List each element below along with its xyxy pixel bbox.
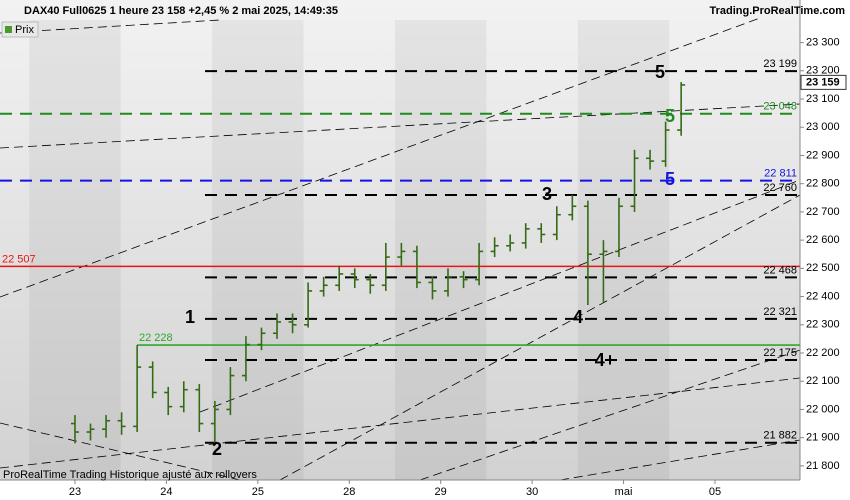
x-axis-area <box>0 480 800 500</box>
y-tick-label: 22 000 <box>806 403 840 415</box>
trend-line <box>559 439 801 481</box>
level-label: 23 048 <box>763 101 797 113</box>
y-tick-label: 22 300 <box>806 319 840 331</box>
y-tick-label: 22 500 <box>806 262 840 274</box>
y-tick-label: 23 300 <box>806 36 840 48</box>
trend-line <box>199 179 801 413</box>
day-band <box>394 20 487 480</box>
day-band <box>29 20 121 480</box>
level-label: 22 760 <box>763 182 797 194</box>
y-tick-label: 21 900 <box>806 432 840 444</box>
wave-label: 3 <box>542 184 552 204</box>
wave-label: 4 <box>573 307 583 327</box>
x-tick-label: 05 <box>709 486 721 498</box>
level-label: 22 175 <box>763 347 797 359</box>
x-tick-label: mai <box>615 486 633 498</box>
trend-line <box>0 17 761 298</box>
trend-line <box>419 349 801 481</box>
wave-label: 5 <box>665 169 675 189</box>
x-tick-label: 23 <box>69 486 81 498</box>
y-tick-label: 23 100 <box>806 93 840 105</box>
x-tick-label: 28 <box>343 486 355 498</box>
x-tick-label: 24 <box>160 486 172 498</box>
y-tick-label: 22 800 <box>806 178 840 190</box>
price-box <box>800 74 847 90</box>
y-tick-label: 22 600 <box>806 234 840 246</box>
y-tick-label: 23 000 <box>806 121 840 133</box>
chart-title: DAX40 Full0625 1 heure 23 158 +2,45 % 2 … <box>24 5 338 17</box>
x-tick-label: 29 <box>435 486 447 498</box>
level-label: 22 507 <box>2 253 36 265</box>
level-label: 23 199 <box>763 58 797 70</box>
wave-label: 2 <box>212 439 222 459</box>
day-bands <box>29 20 670 480</box>
trend-line <box>0 377 801 469</box>
price-label: 23 159 <box>806 76 840 88</box>
y-tick-label: 23 200 <box>806 65 840 77</box>
y-tick-label: 22 100 <box>806 375 840 387</box>
x-tick-label: 30 <box>526 486 538 498</box>
level-label: 21 882 <box>763 430 797 442</box>
legend-label: Prix <box>15 24 34 36</box>
level-label: 22 811 <box>764 167 797 179</box>
wave-label: 5 <box>665 106 675 126</box>
wave-label: 4+ <box>595 350 616 370</box>
trend-line <box>279 194 801 481</box>
y-tick-label: 21 800 <box>806 460 840 472</box>
y-tick-label: 22 900 <box>806 149 840 161</box>
legend-box <box>1 21 39 38</box>
y-tick-label: 22 200 <box>806 347 840 359</box>
y-tick-label: 22 700 <box>806 206 840 218</box>
legend-swatch <box>5 26 12 33</box>
day-band <box>212 20 304 480</box>
x-tick-label: 25 <box>252 486 264 498</box>
wave-label: 1 <box>185 307 195 327</box>
day-band <box>577 20 670 480</box>
y-tick-label: 22 400 <box>806 290 840 302</box>
footer: ProRealTime Trading Historique ajusté au… <box>3 469 257 481</box>
trend-line <box>0 103 801 149</box>
plot-background <box>0 0 800 480</box>
level-label: 22 228 <box>139 332 173 344</box>
level-label: 22 321 <box>763 306 797 318</box>
source: Trading.ProRealTime.com <box>709 5 845 17</box>
wave-label: 5 <box>655 62 665 82</box>
level-label: 22 468 <box>763 264 797 276</box>
